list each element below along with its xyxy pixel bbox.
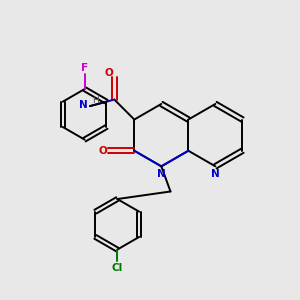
Text: Cl: Cl: [112, 263, 123, 273]
Text: N: N: [211, 169, 220, 179]
Text: F: F: [81, 63, 88, 73]
Text: H: H: [92, 96, 99, 105]
Text: O: O: [99, 146, 107, 156]
Text: N: N: [79, 100, 88, 110]
Text: O: O: [105, 68, 113, 78]
Text: N: N: [157, 169, 166, 179]
